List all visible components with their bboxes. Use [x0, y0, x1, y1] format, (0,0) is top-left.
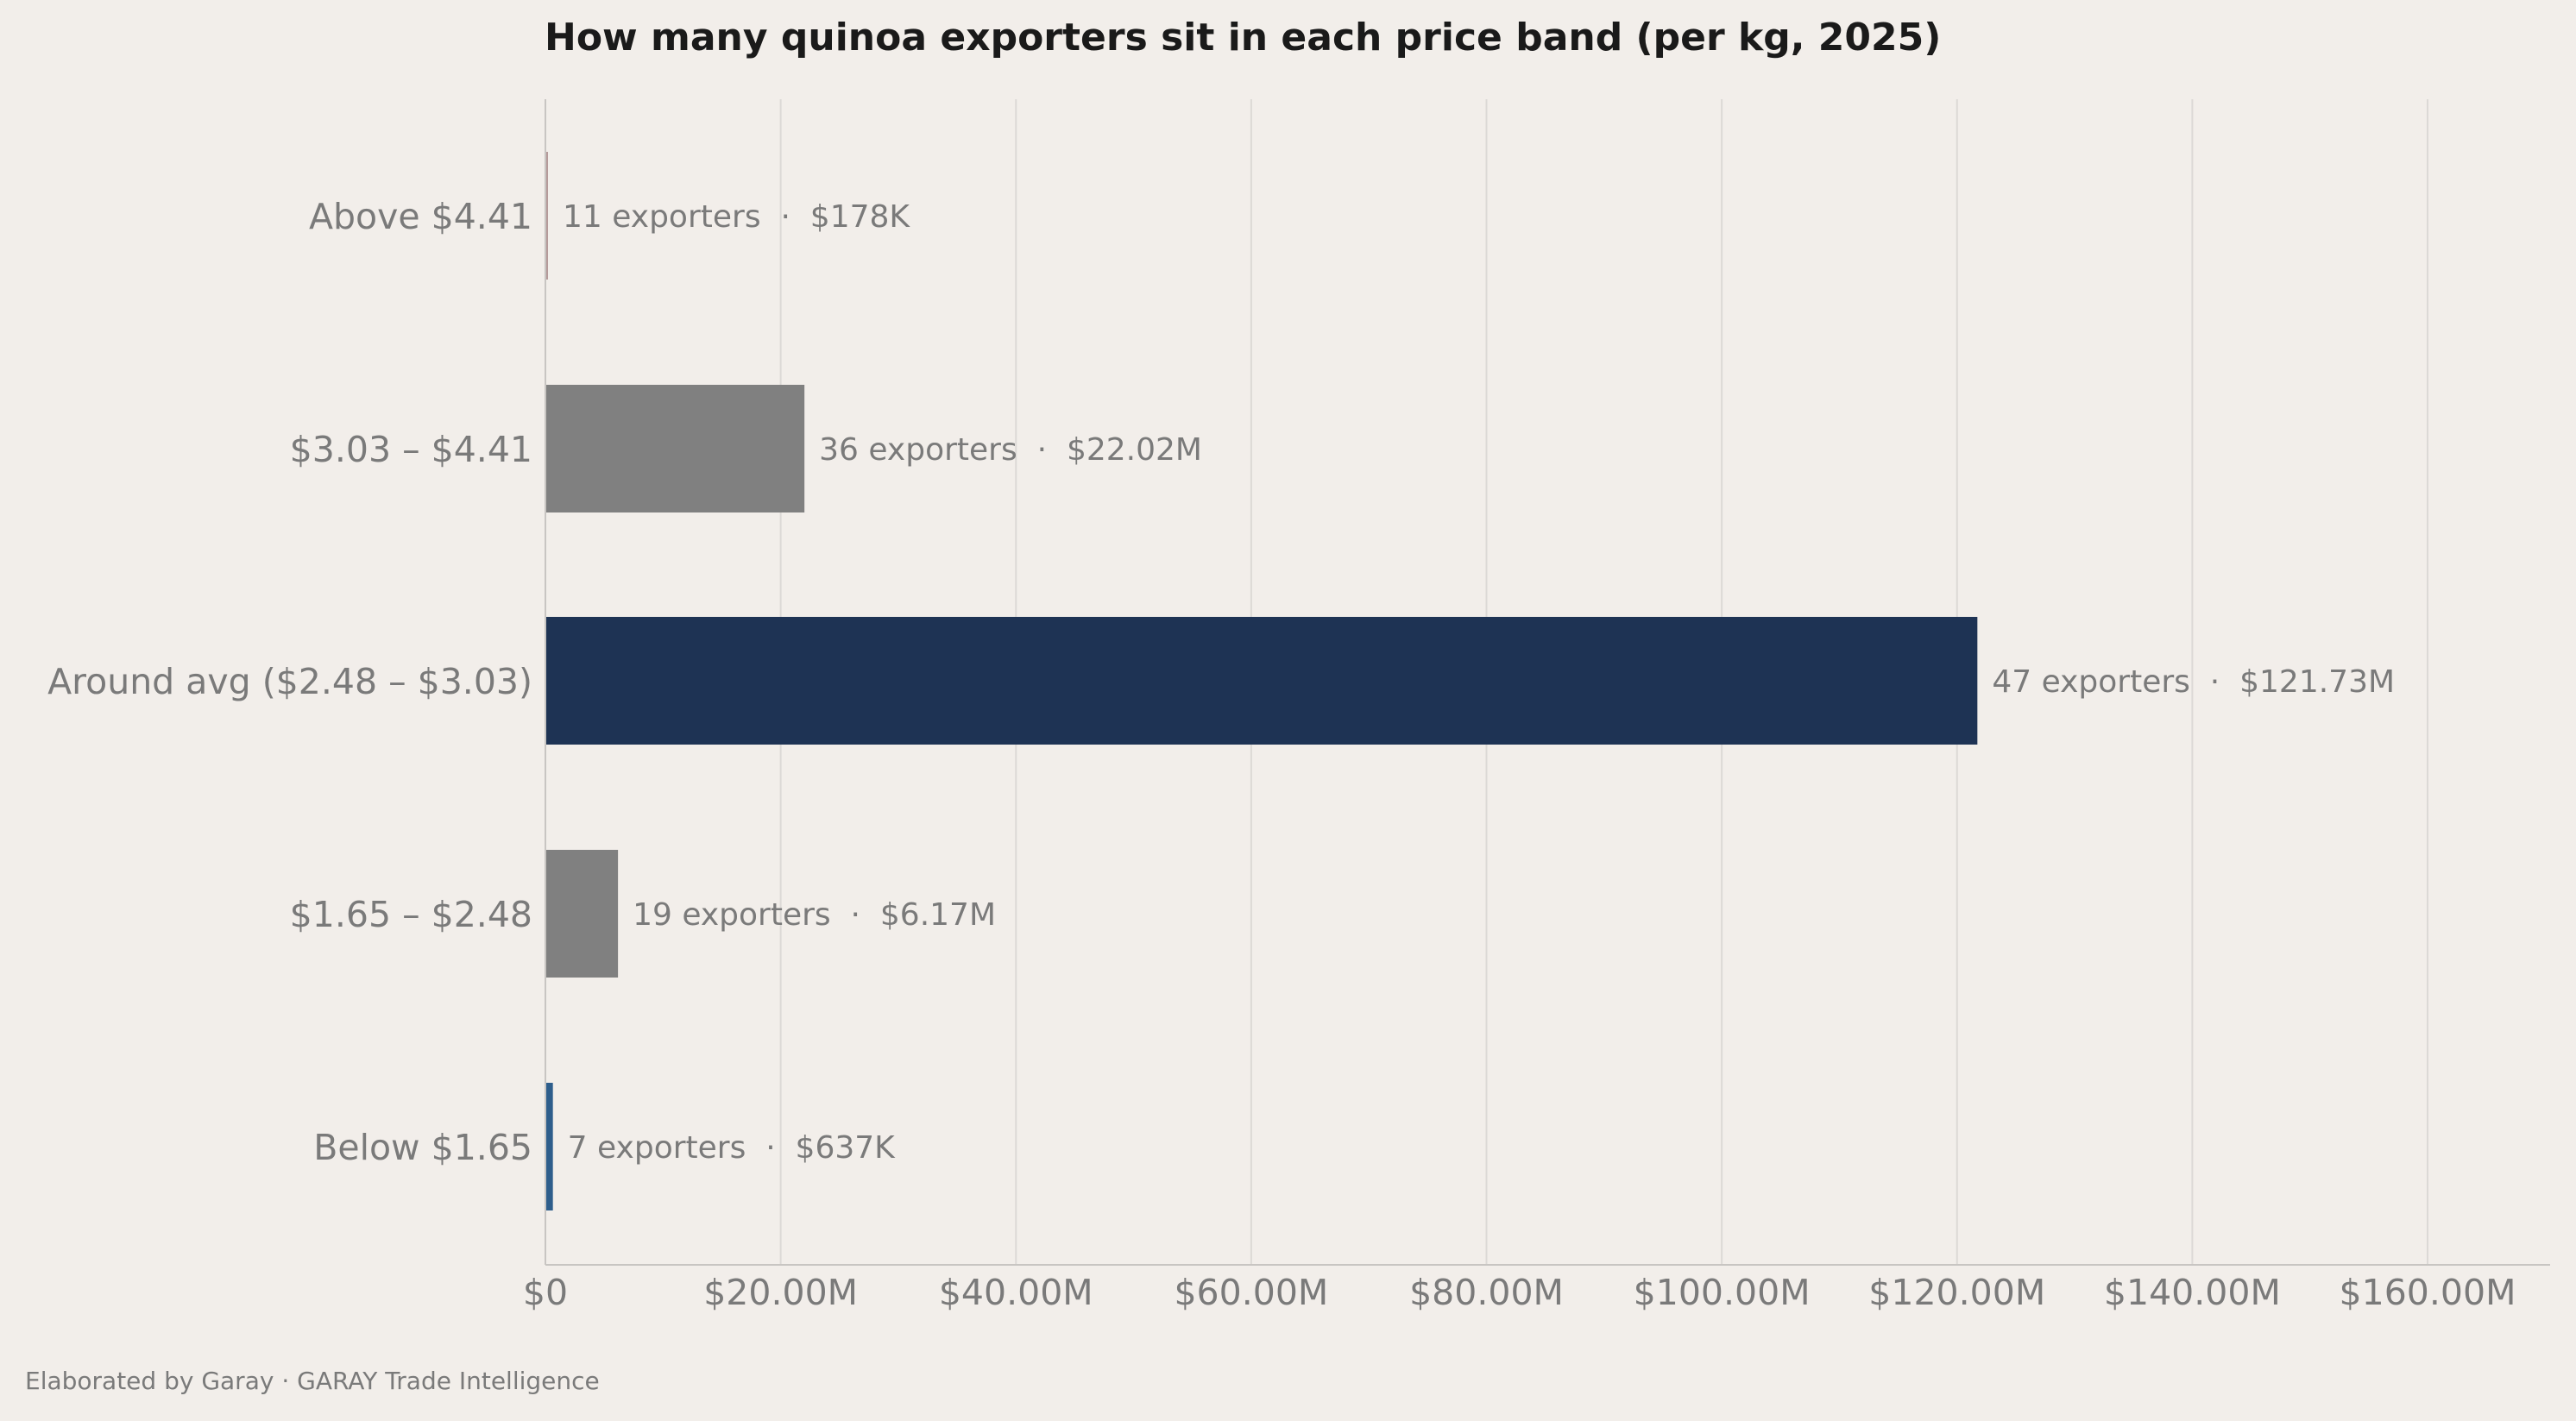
bar — [545, 1083, 553, 1210]
data-label: 11 exporters · $178K — [563, 199, 910, 235]
bar — [545, 617, 1978, 745]
data-label: 7 exporters · $637K — [568, 1130, 897, 1166]
x-tick-label: $140.00M — [2104, 1272, 2281, 1313]
data-label: 47 exporters · $121.73M — [1992, 664, 2395, 700]
x-tick-label: $80.00M — [1409, 1272, 1564, 1313]
category-label: $3.03 – $4.41 — [290, 429, 532, 470]
category-label: Around avg ($2.48 – $3.03) — [47, 661, 532, 702]
bar — [545, 385, 805, 512]
axes — [545, 99, 2550, 1266]
chart-title: How many quinoa exporters sit in each pr… — [545, 16, 1942, 60]
footer-credit: Elaborated by Garay · GARAY Trade Intell… — [25, 1367, 600, 1395]
data-label: 19 exporters · $6.17M — [633, 897, 996, 933]
x-tick-label: $40.00M — [939, 1272, 1093, 1313]
x-tick-label: $120.00M — [1868, 1272, 2045, 1313]
category-label: Above $4.41 — [309, 196, 532, 237]
category-label: $1.65 – $2.48 — [290, 894, 532, 935]
data-label: 36 exporters · $22.02M — [819, 432, 1202, 468]
bar — [545, 152, 548, 280]
x-tick-label: $160.00M — [2340, 1272, 2516, 1313]
category-label: Below $1.65 — [313, 1127, 532, 1168]
x-tick-label: $100.00M — [1634, 1272, 1811, 1313]
labels: $0 $20.00M $40.00M $60.00M $80.00M $100.00M $1… — [47, 196, 2516, 1313]
x-tick-label: $20.00M — [703, 1272, 858, 1313]
x-tick-label: $60.00M — [1174, 1272, 1328, 1313]
bars — [545, 152, 1978, 1210]
x-tick-label: $0 — [523, 1272, 568, 1313]
bar — [545, 850, 619, 978]
